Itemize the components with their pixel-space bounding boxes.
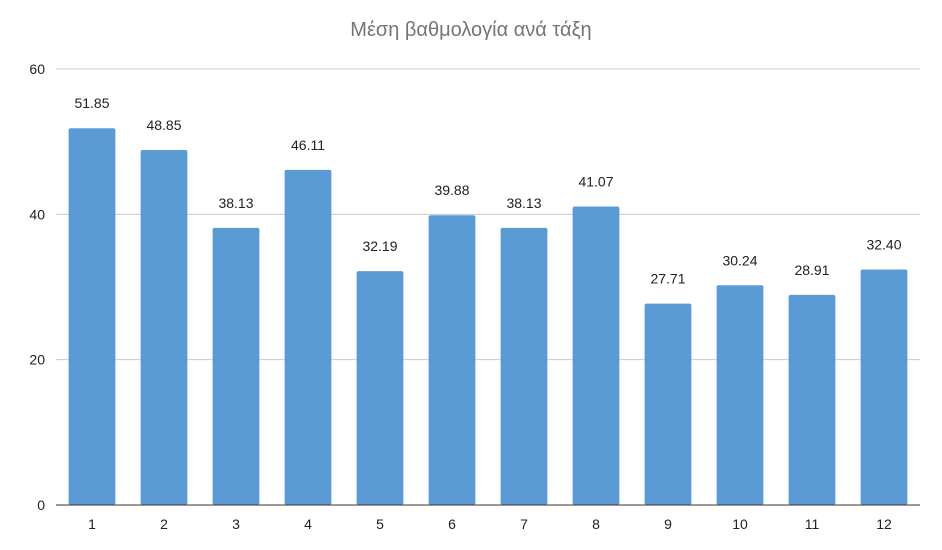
x-tick-label: 10 xyxy=(732,516,748,532)
data-labels: 51.85 48.85 38.13 46.11 32.19 39.88 38.13 41.07… xyxy=(74,95,901,286)
x-axis-ticks: 1 2 3 4 5 6 7 8 9 10 11 12 xyxy=(88,516,892,532)
bar xyxy=(788,294,836,505)
bar xyxy=(356,271,404,505)
x-tick-label: 7 xyxy=(520,516,528,532)
data-label: 32.40 xyxy=(866,237,901,253)
chart-title: Μέση βαθμολογία ανά τάξη xyxy=(350,19,591,41)
data-label: 48.85 xyxy=(146,117,181,133)
x-tick-label: 8 xyxy=(592,516,600,532)
y-tick-label: 20 xyxy=(29,352,45,368)
data-label: 39.88 xyxy=(434,182,469,198)
x-tick-label: 1 xyxy=(88,516,96,532)
bar xyxy=(428,215,476,506)
x-tick-label: 2 xyxy=(160,516,168,532)
data-label: 28.91 xyxy=(794,262,829,278)
y-tick-label: 40 xyxy=(29,206,45,222)
bar xyxy=(284,169,332,505)
data-label: 41.07 xyxy=(578,174,613,190)
bar xyxy=(500,227,548,505)
data-label: 38.13 xyxy=(506,195,541,211)
bar xyxy=(140,150,188,506)
bar xyxy=(860,269,908,505)
data-label: 46.11 xyxy=(291,137,325,153)
gridlines xyxy=(56,68,920,361)
bars xyxy=(68,128,908,506)
y-tick-label: 0 xyxy=(37,497,45,513)
data-label: 51.85 xyxy=(74,95,109,111)
x-tick-label: 6 xyxy=(448,516,456,532)
bar xyxy=(644,303,692,505)
x-tick-label: 4 xyxy=(304,516,312,532)
data-label: 27.71 xyxy=(650,271,685,287)
bar xyxy=(572,206,620,506)
data-label: 30.24 xyxy=(722,252,757,268)
bar xyxy=(212,227,260,505)
x-tick-label: 5 xyxy=(376,516,384,532)
data-label: 32.19 xyxy=(362,238,397,254)
data-label: 38.13 xyxy=(218,195,253,211)
x-tick-label: 9 xyxy=(664,516,672,532)
bar xyxy=(716,285,764,505)
x-tick-label: 3 xyxy=(232,516,240,532)
bar xyxy=(68,128,116,505)
x-tick-label: 11 xyxy=(805,516,820,532)
x-tick-label: 12 xyxy=(876,516,892,532)
y-axis-ticks: 0 20 40 60 xyxy=(29,61,45,513)
y-tick-label: 60 xyxy=(29,61,45,77)
